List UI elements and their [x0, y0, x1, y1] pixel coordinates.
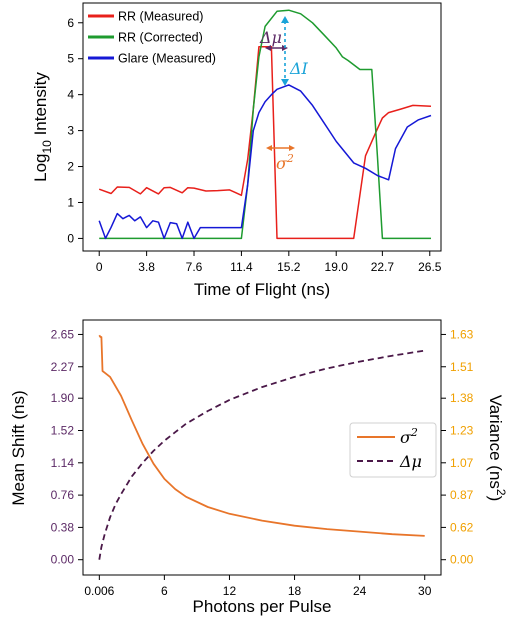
top-y-tick-label: 3 — [67, 124, 74, 138]
top-y-tick-label: 6 — [67, 16, 74, 30]
bottom-x-tick-label: 6 — [161, 584, 168, 598]
bottom-left-y-tick-label: 2.27 — [51, 360, 75, 374]
top-x-tick-label: 3.8 — [138, 260, 155, 274]
top-x-tick-label: 0 — [96, 260, 103, 274]
bottom-left-y-axis-label: Mean Shift (ns) — [9, 390, 28, 505]
bottom-legend-label: Δμ — [399, 452, 422, 471]
bottom-right-y-tick-label: 0.00 — [450, 553, 474, 567]
bottom-right-y-tick-label: 1.07 — [450, 456, 474, 470]
top-x-tick-label: 15.2 — [277, 260, 301, 274]
bottom-right-y-axis-label: Variance (ns2) — [486, 395, 508, 502]
bottom-left-y-tick-label: 2.65 — [51, 327, 75, 341]
top-y-tick-label: 5 — [67, 52, 74, 66]
bottom-left-y-tick-label: 0.38 — [51, 520, 75, 534]
top-x-tick-label: 11.4 — [230, 260, 253, 274]
top-y-tick-label: 2 — [67, 160, 74, 174]
bottom-x-tick-label: 18 — [288, 584, 302, 598]
bottom-left-y-tick-label: 1.90 — [51, 391, 75, 405]
top-y-tick-label: 4 — [67, 88, 74, 102]
bottom-x-tick-label: 30 — [418, 584, 432, 598]
bottom-right-y-tick-label: 1.51 — [450, 360, 474, 374]
sigma-arrow-head-right — [289, 145, 295, 151]
delta-mu-head-left — [265, 45, 271, 51]
bottom-right-y-tick-label: 1.23 — [450, 424, 474, 438]
top-legend-label: Glare (Measured) — [118, 52, 216, 66]
bottom-series-line-0 — [98, 334, 425, 537]
bottom-left-y-tick-label: 1.52 — [51, 424, 75, 438]
bottom-x-tick-label: 24 — [353, 584, 367, 598]
top-legend-label: RR (Measured) — [118, 10, 203, 24]
top-x-tick-label: 7.6 — [186, 260, 203, 274]
delta-i-head-bottom — [281, 79, 289, 86]
bottom-chart: 0.006 6 12 18 24 30 0.00 0.00 0.38 0.62 0.76 0.87 1.… — [9, 319, 508, 616]
bottom-right-y-tick-label: 0.62 — [450, 520, 474, 534]
top-chart: 0 3.8 7.6 11.4 15.2 19.0 22.7 26.5 0 1 2 3 4 5 6 RR (M… — [31, 2, 442, 299]
top-x-tick-label: 22.7 — [371, 260, 395, 274]
top-y-tick-label: 1 — [67, 195, 74, 209]
bottom-right-y-tick-label: 0.87 — [450, 488, 474, 502]
bottom-x-axis-label: Photons per Pulse — [193, 597, 332, 616]
bottom-right-y-tick-label: 1.38 — [450, 391, 474, 405]
top-y-tick-label: 0 — [67, 231, 74, 245]
top-series-line-0 — [98, 46, 432, 240]
bottom-left-y-tick-label: 0.00 — [51, 553, 75, 567]
bottom-left-y-tick-label: 1.14 — [51, 456, 75, 470]
top-x-axis-label: Time of Flight (ns) — [194, 280, 330, 299]
bottom-right-y-tick-label: 1.63 — [450, 327, 474, 341]
bottom-legend-label: σ2 — [400, 426, 418, 447]
top-x-tick-label: 26.5 — [418, 260, 442, 274]
top-x-tick-label: 19.0 — [325, 260, 349, 274]
bottom-series-line-1 — [98, 349, 425, 560]
top-series-line-2 — [98, 84, 432, 240]
sigma-label: σ2 — [276, 152, 294, 173]
delta-i-label: ΔI — [289, 59, 309, 78]
top-legend: RR (Measured) RR (Corrected) Glare (Measur… — [88, 10, 216, 66]
top-annotations: σ2 Δμ ΔI — [259, 16, 309, 173]
bottom-x-tick-label: 12 — [223, 584, 237, 598]
bottom-x-tick-label: 0.006 — [84, 584, 114, 598]
bottom-legend: σ2 Δμ — [349, 422, 437, 478]
delta-mu-label: Δμ — [259, 28, 282, 47]
sigma-arrow-head-left — [266, 145, 272, 151]
top-legend-label: RR (Corrected) — [118, 31, 203, 45]
bottom-legend-box — [349, 422, 437, 478]
top-y-axis-label: Log10 Intensity — [31, 72, 54, 182]
delta-i-head-top — [281, 16, 289, 23]
bottom-left-y-tick-label: 0.76 — [51, 488, 75, 502]
